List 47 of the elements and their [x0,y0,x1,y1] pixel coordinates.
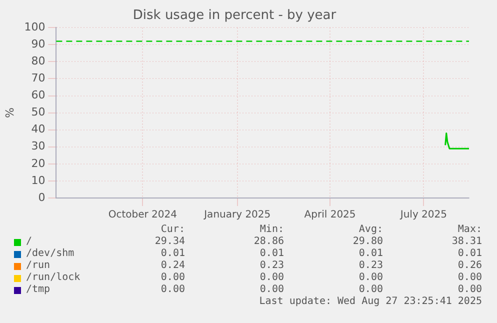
text: 0.00 [160,284,185,296]
legend-label: /tmp [26,284,50,296]
text: 29.80 [352,236,383,248]
text: 0.26 [458,260,482,272]
x-tick-label: July 2025 [399,210,448,221]
text: 0.00 [260,272,284,284]
text: 0.00 [458,284,482,296]
legend-label: / [26,236,32,248]
x-tick-label: October 2024 [108,210,177,221]
text: 0.00 [458,272,482,284]
x-tick-label: April 2025 [304,210,356,221]
text: Avg: [358,224,383,236]
y-tick-label: 70 [31,72,46,85]
text: 38.31 [452,236,482,248]
y-tick-label: 80 [31,54,46,68]
y-tick-label: 20 [31,156,46,170]
y-tick-label: 40 [31,122,46,136]
text: 0.00 [160,272,185,284]
text: 29.34 [154,236,185,248]
y-tick-label: 50 [31,106,46,119]
legend-label: /run/lock [26,272,80,284]
text: 0.01 [160,248,185,260]
y-tick-label: 10 [31,174,46,187]
text: Min: [260,224,284,236]
text: 0.01 [358,248,383,260]
text: 0.23 [358,260,383,272]
text: 0.23 [260,260,284,272]
text: 0.24 [160,260,185,272]
text: Max: [458,224,482,236]
text: Cur: [160,224,185,236]
y-tick-label: 0 [38,190,46,204]
y-tick-label: 100 [24,20,46,34]
legend-label: /dev/shm [26,248,74,260]
y-tick-label: 90 [31,38,46,50]
text: 0.01 [458,248,482,260]
chart-title: Disk usage in percent - by year [132,8,337,24]
text: 28.86 [254,236,284,248]
legend-label: /run [26,260,50,272]
text: 0.01 [260,248,284,260]
y-tick-label: 60 [31,88,46,102]
text: 0.00 [358,272,383,284]
x-tick-label: January 2025 [203,210,271,221]
text: 0.00 [260,284,284,296]
text: 0.00 [358,284,383,296]
y-tick-label: 30 [31,140,46,153]
text: Last update: Wed Aug 27 23:25:41 2025 [259,296,482,308]
y-axis-title: % [3,108,16,118]
